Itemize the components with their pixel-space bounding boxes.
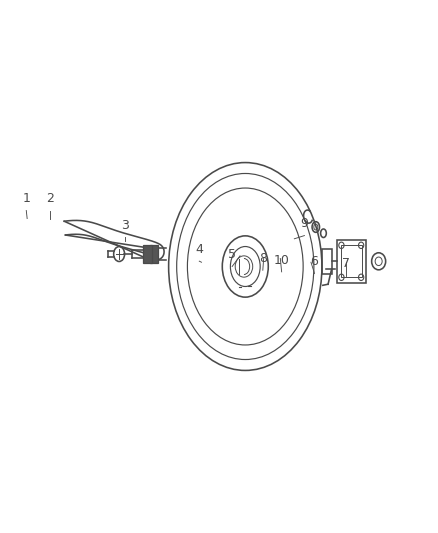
Bar	[322, 248, 332, 274]
Bar	[341, 245, 362, 277]
Text: 5: 5	[228, 248, 236, 261]
Text: 3: 3	[121, 219, 129, 232]
Bar	[143, 246, 152, 263]
Bar	[337, 240, 366, 282]
Text: 9: 9	[300, 217, 308, 230]
Text: 4: 4	[195, 243, 203, 256]
Text: 1: 1	[22, 192, 30, 205]
Text: 7: 7	[342, 257, 350, 270]
Text: 6: 6	[311, 255, 318, 268]
Text: 10: 10	[274, 254, 290, 266]
Text: 8: 8	[259, 252, 267, 265]
Bar	[150, 246, 158, 263]
Text: 2: 2	[46, 192, 54, 205]
